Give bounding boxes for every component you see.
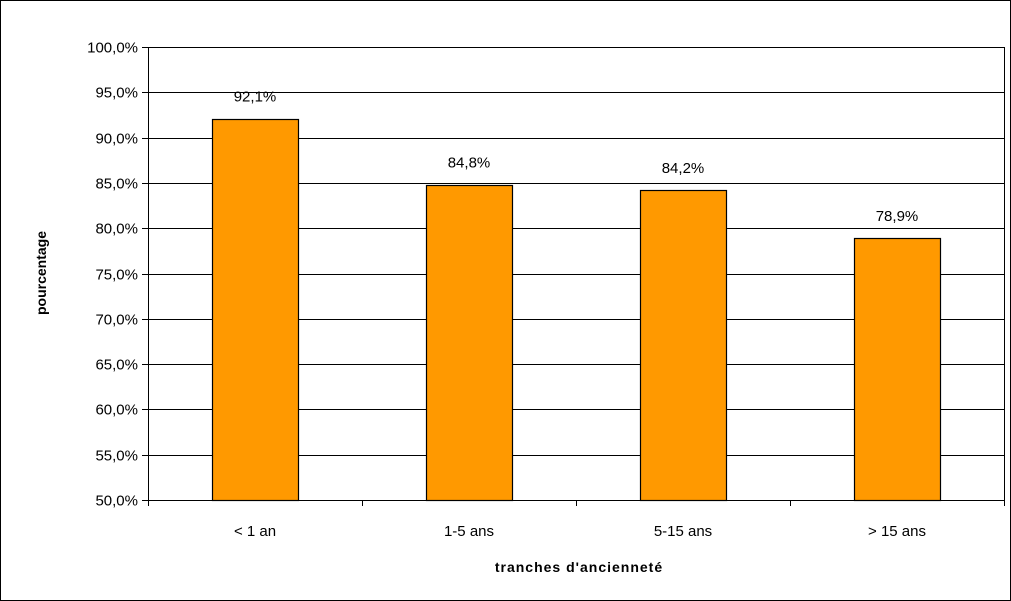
bar [639,189,728,502]
bar [425,184,514,502]
data-label: 84,8% [448,155,491,172]
x-tick-label: 5-15 ans [654,523,712,540]
data-label: 78,9% [876,208,919,225]
y-tick-label: 50,0% [95,493,138,510]
x-axis-ticks: < 1 an 1-5 ans 5-15 ans > 15 ans [148,500,1005,540]
y-tick-label: 95,0% [95,85,138,102]
y-tick-label: 90,0% [95,131,138,148]
x-tick-label: > 15 ans [868,523,926,540]
data-label: 84,2% [662,160,705,177]
bars [211,118,942,502]
bar [211,118,300,502]
y-axis-ticks: 50,0% 55,0% 60,0% 65,0% 70,0% 75,0% 80,0% 85,0%… [87,40,148,510]
bar [853,237,942,502]
y-tick-label: 70,0% [95,312,138,329]
y-tick-label: 55,0% [95,448,138,465]
y-tick-label: 80,0% [95,221,138,238]
x-tick-label: 1-5 ans [444,523,494,540]
y-tick-label: 85,0% [95,176,138,193]
x-axis-title: tranches d'ancienneté [495,559,663,575]
data-labels: 92,1% 84,8% 84,2% 78,9% [234,89,919,226]
data-label: 92,1% [234,89,277,106]
y-tick-label: 75,0% [95,267,138,284]
y-tick-label: 65,0% [95,357,138,374]
y-tick-label: 60,0% [95,402,138,419]
y-tick-label: 100,0% [87,40,138,57]
x-tick-label: < 1 an [234,523,276,540]
y-axis-title: pourcentage [33,231,49,315]
